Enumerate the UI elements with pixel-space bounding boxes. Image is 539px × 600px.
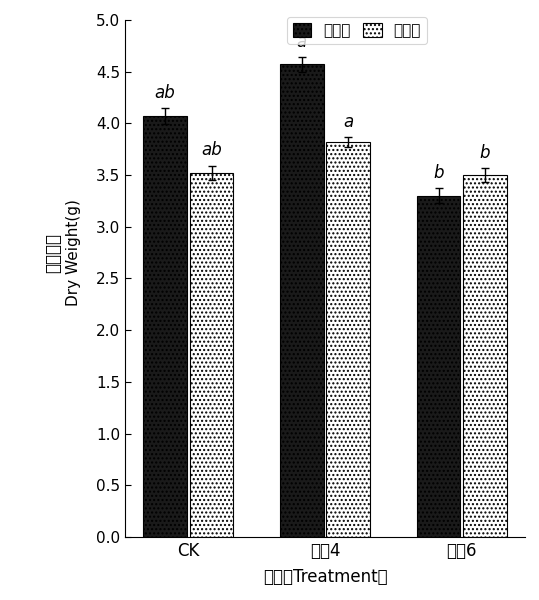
Text: ab: ab [155, 83, 176, 101]
X-axis label: 处理（Treatment）: 处理（Treatment） [262, 568, 388, 586]
Bar [190, 173, 233, 537]
Bar [417, 196, 460, 537]
Text: a: a [343, 113, 354, 131]
Legend: 高羊茕, 黑麦草: 高羊茕, 黑麦草 [287, 17, 427, 44]
Text: b: b [480, 143, 490, 161]
Text: Dry Weight(g): Dry Weight(g) [66, 199, 80, 306]
Bar [280, 64, 324, 537]
Bar [143, 116, 187, 537]
Bar [327, 142, 370, 537]
Bar [463, 175, 507, 537]
Text: b: b [433, 164, 444, 182]
Text: a: a [296, 33, 307, 51]
Text: ab: ab [201, 142, 222, 160]
Text: 地上干重: 地上干重 [44, 233, 62, 272]
